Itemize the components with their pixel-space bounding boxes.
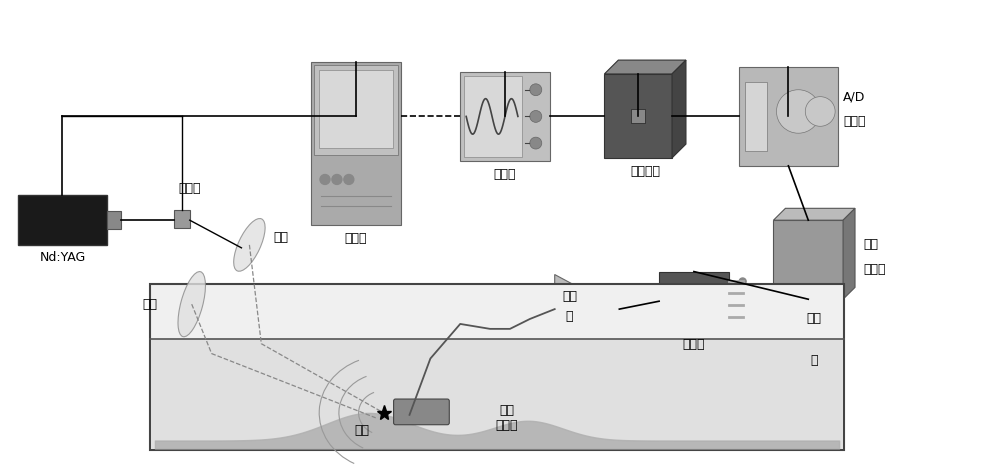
Text: 采集卡: 采集卡 [863, 263, 885, 276]
Text: 楞镜: 楞镜 [273, 231, 288, 244]
Bar [107, 212, 121, 229]
Circle shape [739, 313, 746, 321]
Polygon shape [843, 208, 855, 299]
Text: A/D: A/D [843, 90, 865, 103]
Ellipse shape [178, 272, 205, 337]
Circle shape [739, 278, 746, 285]
Bar [631, 109, 645, 123]
Circle shape [530, 84, 542, 96]
Bar [18, 196, 107, 245]
Circle shape [739, 290, 746, 297]
Text: 楞镜: 楞镜 [142, 298, 157, 311]
Text: 解调系统: 解调系统 [630, 165, 660, 178]
Bar [460, 72, 550, 161]
Bar [314, 65, 398, 155]
Circle shape [739, 302, 746, 309]
Text: 数据: 数据 [863, 238, 878, 251]
Circle shape [530, 110, 542, 122]
Ellipse shape [234, 219, 265, 271]
FancyBboxPatch shape [394, 399, 449, 425]
Circle shape [776, 90, 820, 133]
Polygon shape [555, 274, 619, 344]
Text: 放大: 放大 [562, 290, 577, 303]
Polygon shape [773, 208, 855, 220]
Text: 滤波器: 滤波器 [683, 338, 705, 351]
Text: 器: 器 [566, 310, 573, 322]
Circle shape [320, 174, 330, 184]
Bar [151, 339, 843, 449]
Text: 目标: 目标 [354, 424, 369, 437]
Circle shape [805, 97, 835, 126]
Text: 工控机: 工控机 [345, 233, 367, 245]
Bar [174, 210, 190, 228]
Text: Nd:YAG: Nd:YAG [39, 251, 86, 264]
Circle shape [344, 174, 354, 184]
Text: 水: 水 [810, 354, 818, 367]
Text: 示波器: 示波器 [494, 168, 516, 181]
Bar [604, 74, 672, 158]
Text: 转换器: 转换器 [843, 115, 866, 128]
Circle shape [332, 174, 342, 184]
Bar [739, 67, 838, 166]
Bar [150, 284, 844, 450]
Circle shape [530, 137, 542, 149]
Bar [319, 70, 393, 148]
Bar [659, 272, 729, 331]
Text: 空气: 空气 [807, 313, 822, 326]
Text: 分束镜: 分束镜 [178, 182, 201, 195]
Bar [773, 220, 843, 299]
Bar [745, 82, 767, 151]
Bar [464, 76, 522, 157]
Bar [311, 62, 401, 225]
Polygon shape [604, 60, 686, 74]
Polygon shape [672, 60, 686, 158]
Text: 光纤
水听器: 光纤 水听器 [496, 404, 518, 432]
